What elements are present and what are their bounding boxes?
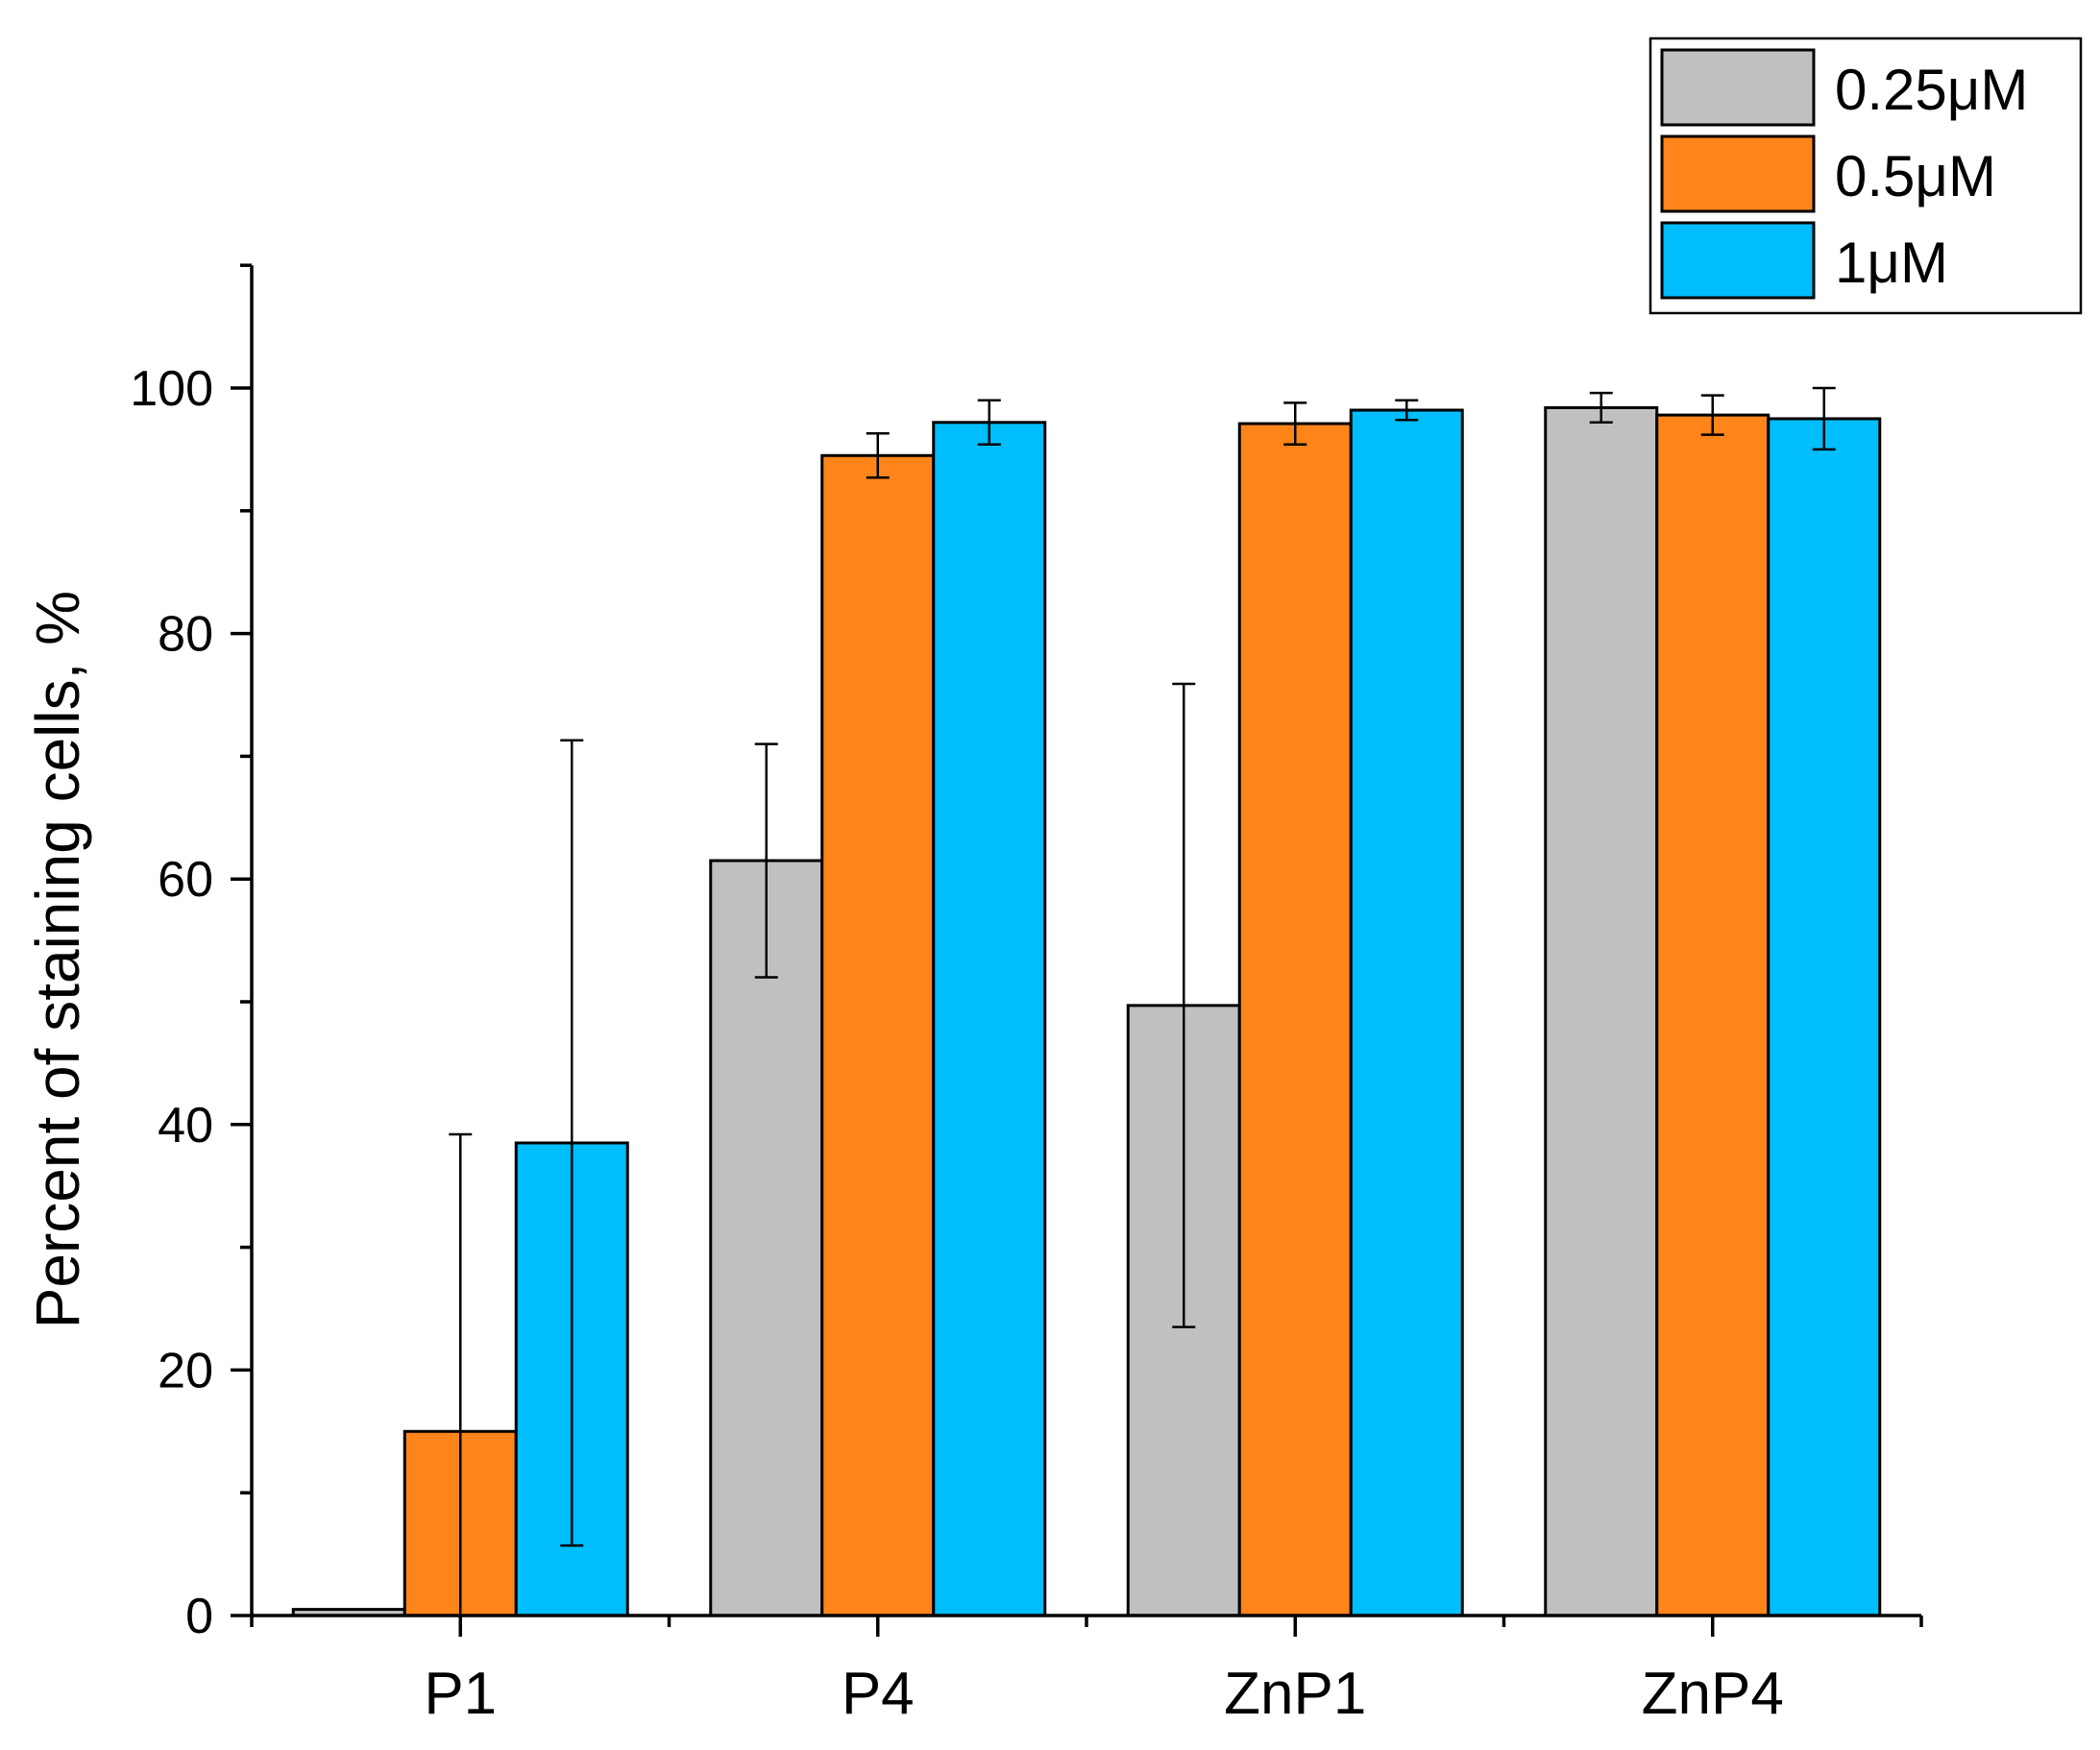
x-tick-label-p1: P1 bbox=[424, 1661, 497, 1727]
bar-znp4-0-5-m bbox=[1655, 413, 1770, 1617]
axis-labels: 0 20 40 60 80 100 P1 P4 ZnP1 ZnP4 Percent of stain… bbox=[23, 361, 1784, 1727]
error-bar-znp1-0-5-m bbox=[1283, 401, 1307, 447]
y-tick-label: 40 bbox=[158, 1098, 213, 1154]
y-axis-title: Percent of staining cells, % bbox=[23, 591, 92, 1328]
legend-swatch-1-m bbox=[1660, 221, 1816, 300]
error-bar-p1-1-m bbox=[560, 739, 584, 1547]
x-tick-label-p4: P4 bbox=[842, 1661, 915, 1727]
bar-znp1-1-m bbox=[1349, 408, 1464, 1617]
legend-label-1-m: 1μM bbox=[1835, 231, 1948, 295]
x-tick-label-znp4: ZnP4 bbox=[1642, 1661, 1784, 1727]
legend-swatch-0-25-m bbox=[1660, 48, 1816, 127]
error-bar-p4-0-25-m bbox=[754, 742, 778, 979]
axes bbox=[231, 263, 1923, 1637]
y-tick-label: 80 bbox=[158, 607, 213, 663]
x-tick-label-znp1: ZnP1 bbox=[1224, 1661, 1366, 1727]
legend-swatch-0-5-m bbox=[1660, 134, 1816, 213]
error-bar-znp4-0-5-m bbox=[1700, 394, 1724, 436]
bar-znp4-1-m bbox=[1767, 417, 1882, 1617]
bar-p4-0-5-m bbox=[820, 453, 936, 1617]
error-bar-znp4-0-25-m bbox=[1589, 391, 1613, 425]
bar-znp1-0-5-m bbox=[1237, 422, 1353, 1617]
y-tick-label: 0 bbox=[185, 1589, 213, 1644]
error-bar-znp1-1-m bbox=[1395, 399, 1419, 422]
error-bar-znp4-1-m bbox=[1812, 386, 1836, 451]
legend: 0.25μM 0.5μM 1μM bbox=[1648, 36, 2083, 315]
bar-znp4-0-25-m bbox=[1544, 405, 1659, 1617]
bar-p4-1-m bbox=[932, 421, 1047, 1617]
y-tick-label: 20 bbox=[158, 1343, 213, 1398]
y-tick-label: 100 bbox=[130, 361, 213, 417]
error-bars bbox=[449, 386, 1836, 1616]
error-bar-p4-0-5-m bbox=[866, 432, 890, 479]
legend-label-0-25-m: 0.25μM bbox=[1835, 58, 2028, 122]
y-tick-label: 60 bbox=[158, 852, 213, 908]
legend-label-0-5-m: 0.5μM bbox=[1835, 144, 1996, 208]
error-bar-p1-0-5-m bbox=[449, 1132, 473, 1616]
error-bar-p4-1-m bbox=[977, 399, 1001, 447]
error-bar-znp1-0-25-m bbox=[1172, 682, 1196, 1328]
bars bbox=[291, 405, 1882, 1617]
